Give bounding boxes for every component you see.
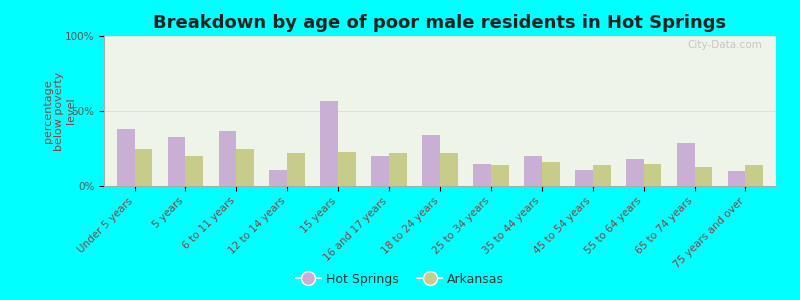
Bar (422, 135, 440, 186)
Bar (694, 167, 712, 186)
Legend: Hot Springs, Arkansas: Hot Springs, Arkansas (290, 268, 510, 291)
Bar (728, 171, 746, 186)
Bar (168, 136, 186, 186)
Bar (677, 142, 694, 186)
Bar (644, 164, 662, 186)
Bar (218, 130, 236, 186)
Bar (389, 153, 407, 186)
Title: Breakdown by age of poor male residents in Hot Springs: Breakdown by age of poor male residents … (154, 14, 726, 32)
Bar (473, 164, 491, 186)
Bar (746, 165, 763, 186)
Bar (117, 129, 134, 186)
Bar (236, 148, 254, 186)
Bar (491, 165, 509, 186)
Bar (593, 165, 610, 186)
Bar (338, 152, 356, 186)
Y-axis label: percentage
below poverty
level: percentage below poverty level (42, 71, 76, 151)
Bar (440, 153, 458, 186)
Bar (626, 159, 644, 186)
Bar (270, 169, 287, 186)
Bar (542, 162, 560, 186)
Bar (287, 153, 305, 186)
Bar (575, 169, 593, 186)
Bar (524, 156, 542, 186)
Bar (186, 156, 203, 186)
Text: City-Data.com: City-Data.com (688, 40, 762, 50)
Bar (371, 156, 389, 186)
Bar (134, 148, 152, 186)
Bar (320, 100, 338, 186)
